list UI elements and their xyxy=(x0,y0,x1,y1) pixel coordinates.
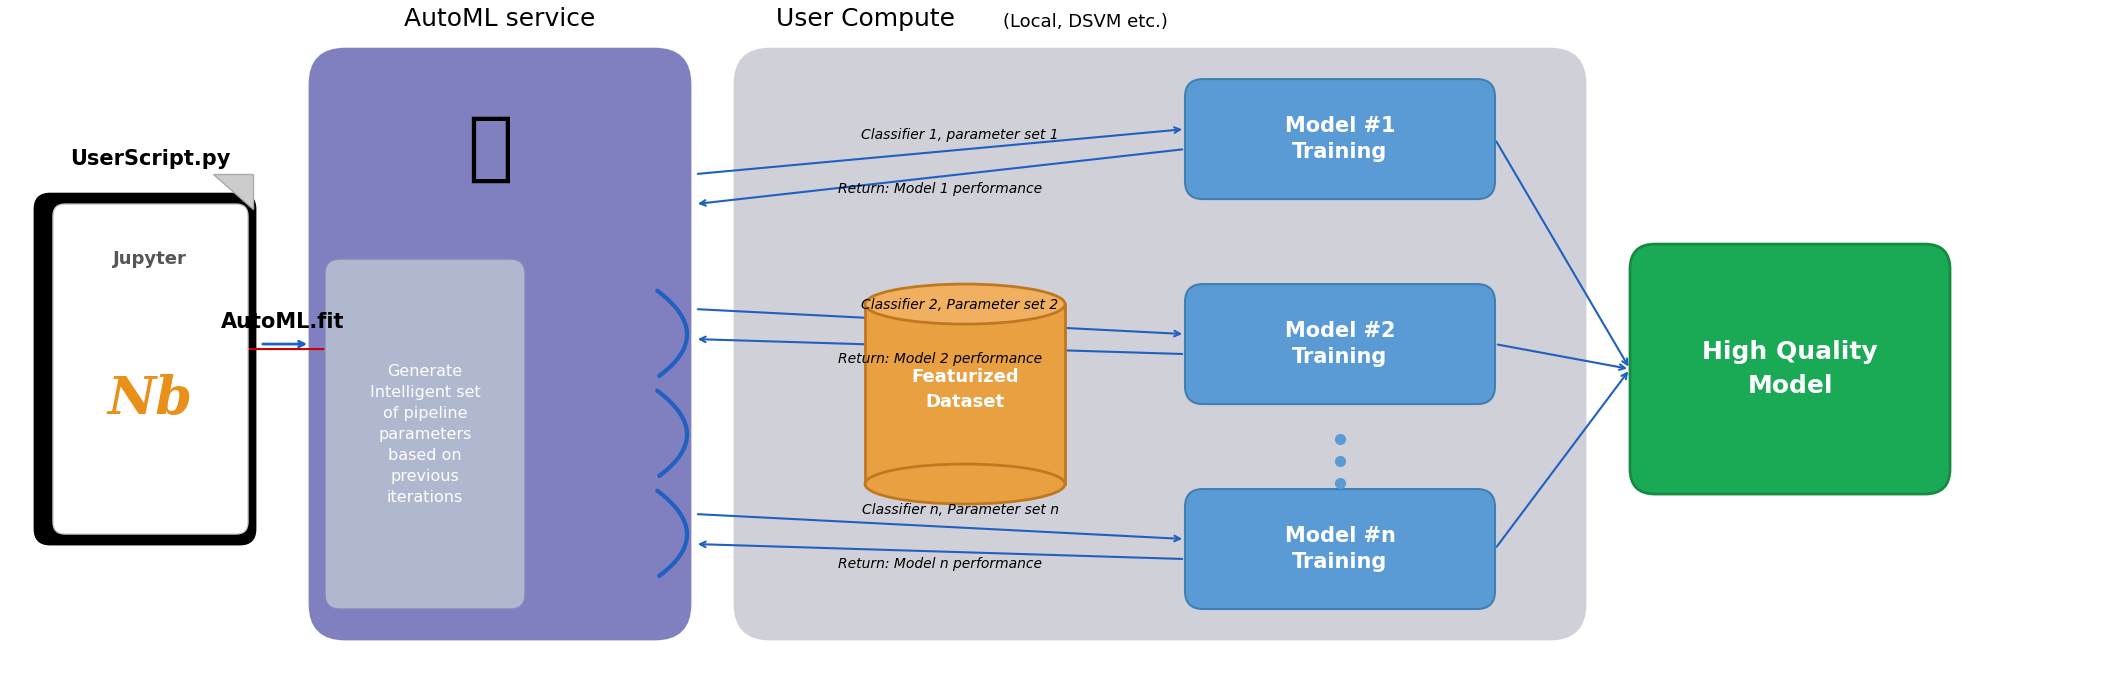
Text: Classifier n, Parameter set n: Classifier n, Parameter set n xyxy=(861,502,1058,516)
Text: Jupyter: Jupyter xyxy=(113,250,187,268)
Text: Model #n
Training: Model #n Training xyxy=(1284,526,1396,573)
FancyBboxPatch shape xyxy=(1630,244,1951,494)
Text: Return: Model 2 performance: Return: Model 2 performance xyxy=(837,352,1041,366)
Text: Featurized
Dataset: Featurized Dataset xyxy=(912,368,1018,411)
Text: 🧠: 🧠 xyxy=(468,112,512,186)
Text: Return: Model n performance: Return: Model n performance xyxy=(837,557,1041,570)
Text: Classifier 2, Parameter set 2: Classifier 2, Parameter set 2 xyxy=(861,298,1058,312)
FancyBboxPatch shape xyxy=(1186,489,1496,609)
Bar xyxy=(865,304,1065,484)
Text: Classifier 1, parameter set 1: Classifier 1, parameter set 1 xyxy=(861,128,1058,142)
FancyArrowPatch shape xyxy=(657,291,686,376)
FancyBboxPatch shape xyxy=(1186,79,1496,199)
Text: High Quality
Model: High Quality Model xyxy=(1702,340,1878,398)
Text: User Compute: User Compute xyxy=(776,7,954,31)
Text: UserScript.py: UserScript.py xyxy=(70,149,230,169)
FancyArrowPatch shape xyxy=(657,491,686,576)
Text: (Local, DSVM etc.): (Local, DSVM etc.) xyxy=(1003,13,1167,31)
Text: AutoML.fit: AutoML.fit xyxy=(221,312,344,332)
FancyBboxPatch shape xyxy=(34,194,255,544)
Polygon shape xyxy=(212,174,253,209)
Ellipse shape xyxy=(865,464,1065,504)
FancyBboxPatch shape xyxy=(325,259,525,609)
FancyArrowPatch shape xyxy=(657,391,686,476)
Text: Return: Model 1 performance: Return: Model 1 performance xyxy=(837,182,1041,196)
FancyBboxPatch shape xyxy=(310,49,691,639)
FancyBboxPatch shape xyxy=(735,49,1585,639)
Text: Nb: Nb xyxy=(108,373,193,425)
Text: AutoML service: AutoML service xyxy=(404,7,595,31)
Text: Generate
Intelligent set
of pipeline
parameters
based on
previous
iterations: Generate Intelligent set of pipeline par… xyxy=(370,364,480,505)
FancyBboxPatch shape xyxy=(1186,284,1496,404)
Text: Model #2
Training: Model #2 Training xyxy=(1286,321,1396,367)
Text: Model #1
Training: Model #1 Training xyxy=(1286,116,1396,162)
Ellipse shape xyxy=(865,284,1065,324)
FancyBboxPatch shape xyxy=(53,204,249,534)
